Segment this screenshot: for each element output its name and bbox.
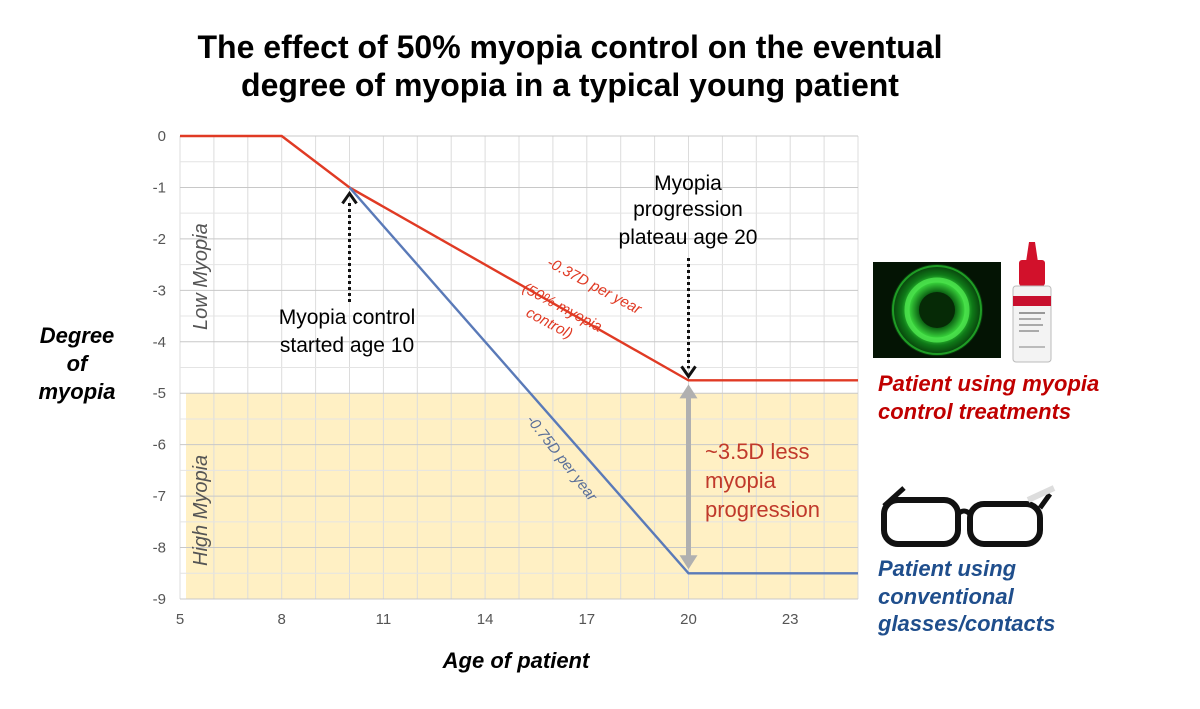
series-lines <box>180 134 858 575</box>
control-start-arrow-head <box>341 190 358 205</box>
legend-red-line-1: Patient using myopia <box>878 371 1099 396</box>
y-tick-label: -4 <box>153 334 166 351</box>
eye-drops-bottle-icon <box>1012 242 1052 363</box>
plateau-arrow-head <box>680 365 697 379</box>
x-tick-label: 20 <box>680 611 697 628</box>
y-tick-label: -6 <box>153 437 166 454</box>
annotation-arrows <box>341 190 698 570</box>
y-tick-label: -2 <box>153 231 166 248</box>
eyeglasses-icon <box>881 485 1056 547</box>
legend-blue-line-1: Patient using <box>878 556 1017 581</box>
x-axis-ticks: 5 8 11 14 17 20 23 <box>176 611 799 628</box>
difference-arrow-head-bottom <box>679 555 698 570</box>
legend-blue-line-3: glasses/contacts <box>877 611 1055 636</box>
x-tick-label: 14 <box>477 611 494 628</box>
chart-title-line-2: degree of myopia in a typical young pati… <box>241 67 899 103</box>
y-axis-label-line-1: Degree <box>40 323 115 348</box>
x-tick-label: 8 <box>278 611 286 628</box>
y-axis-ticks: 0 -1 -2 -3 -4 -5 -6 -7 -8 -9 <box>153 128 166 608</box>
plateau-label-line-2: progression <box>633 198 743 221</box>
x-tick-label: 17 <box>578 611 595 628</box>
y-tick-label: -5 <box>153 385 166 402</box>
series-line-conventional <box>348 186 858 575</box>
plateau-label-line-3: plateau age 20 <box>619 226 758 249</box>
legend-red-line-2: control treatments <box>878 399 1071 424</box>
difference-label-line-1: ~3.5D less <box>705 439 810 464</box>
x-tick-label: 5 <box>176 611 184 628</box>
y-tick-label: 0 <box>158 128 166 145</box>
control-start-label-line-2: started age 10 <box>280 334 414 357</box>
difference-label-line-3: progression <box>705 497 820 522</box>
difference-arrow-head-top <box>679 384 698 399</box>
plot-area: 0 -1 -2 -3 -4 -5 -6 -7 -8 -9 5 8 11 14 17 20 23 <box>153 128 859 628</box>
y-tick-label: -8 <box>153 540 166 557</box>
y-axis-label-line-2: of <box>67 351 90 376</box>
y-tick-label: -7 <box>153 488 166 505</box>
low-myopia-label: Low Myopia <box>190 223 212 330</box>
high-myopia-label: High Myopia <box>190 455 212 566</box>
plateau-label-line-1: Myopia <box>654 172 722 195</box>
y-tick-label: -3 <box>153 282 166 299</box>
y-tick-label: -1 <box>153 179 166 196</box>
difference-label-line-2: myopia <box>705 468 777 493</box>
orthokeratology-lens-icon <box>873 262 1001 358</box>
x-tick-label: 11 <box>376 611 392 628</box>
x-tick-label: 23 <box>782 611 799 628</box>
y-axis-label-line-3: myopia <box>38 379 115 404</box>
legend-blue-line-2: conventional <box>878 584 1015 609</box>
control-start-label-line-1: Myopia control <box>279 306 416 329</box>
x-axis-label: Age of patient <box>442 648 591 673</box>
y-tick-label: -9 <box>153 591 166 608</box>
chart-title-line-1: The effect of 50% myopia control on the … <box>197 29 942 65</box>
grid-lines <box>179 135 859 600</box>
